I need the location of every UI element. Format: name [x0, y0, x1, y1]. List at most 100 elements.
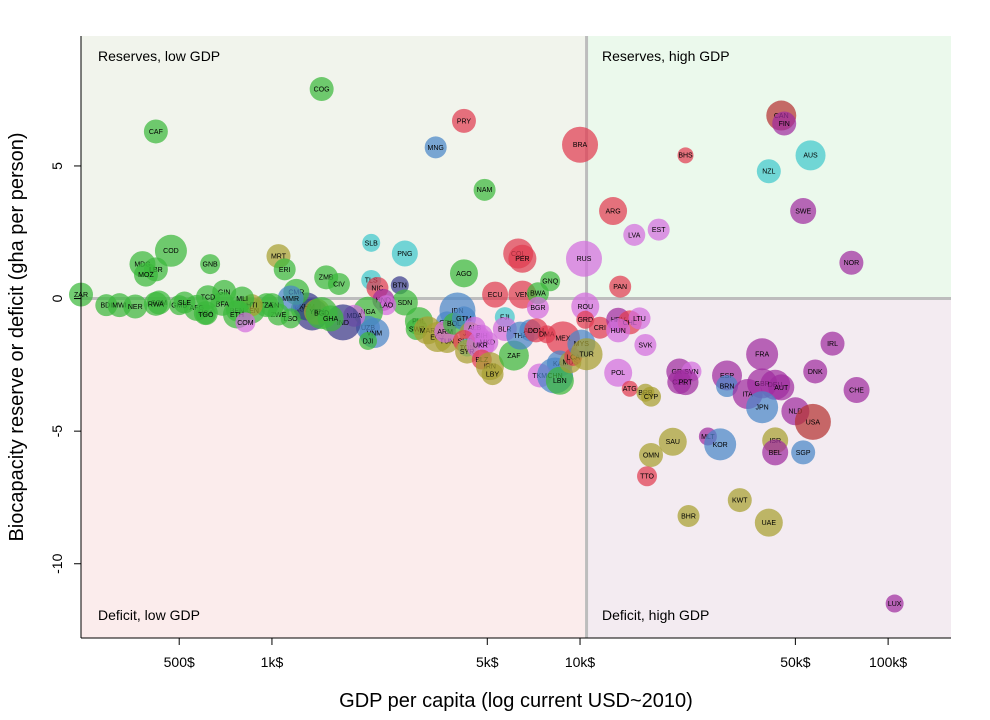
bubble	[391, 240, 418, 267]
country-point-bra: BRA	[562, 126, 599, 163]
bubble-label: SAU	[666, 439, 680, 446]
bubble-label: BHS	[678, 153, 693, 160]
bubble-label: DNK	[808, 369, 823, 376]
country-point-sau: SAU	[658, 427, 687, 456]
country-point-per: PER	[508, 244, 537, 273]
bubble-label: SWE	[795, 208, 811, 215]
country-point-tur: TUR	[570, 338, 603, 371]
bubble	[200, 254, 221, 275]
country-point-pry: PRY	[451, 108, 476, 133]
country-point-gha: GHA	[317, 305, 344, 332]
bubble-label: BRA	[573, 142, 588, 149]
bubble-label: PRY	[457, 118, 472, 125]
bubble	[637, 466, 658, 487]
country-point-irl: IRL	[820, 331, 845, 356]
bubble	[526, 296, 549, 319]
bubble-label: EST	[652, 227, 666, 234]
country-point-ltu: LTU	[628, 307, 651, 330]
country-point-cyp: CYP	[641, 386, 662, 407]
bubble	[794, 403, 831, 440]
bubble	[677, 147, 694, 164]
bubble-label: PNG	[397, 251, 412, 258]
bubble-label: THA	[513, 333, 527, 340]
bubble-label: ERI	[279, 267, 291, 274]
bubble-label: LBY	[486, 372, 500, 379]
quadrant-label-top-left: Reserves, low GDP	[98, 48, 220, 64]
bubble	[727, 488, 752, 513]
x-tick-label: 100k$	[869, 654, 907, 670]
bubble	[639, 443, 664, 468]
bubble-label: BGR	[530, 305, 545, 312]
country-point-jpn: JPN	[746, 391, 779, 424]
bubble	[885, 594, 904, 613]
bubble-label: SLB	[365, 240, 379, 247]
bubble	[154, 234, 187, 267]
bubble-label: GNQ	[542, 279, 559, 286]
bubble	[795, 140, 826, 171]
bubble-label: CAF	[149, 129, 163, 136]
bubble-label: POL	[611, 370, 625, 377]
bubble	[606, 318, 631, 343]
bubble-label: BFA	[216, 301, 230, 308]
bubble-label: MWI	[112, 303, 126, 310]
bubble	[545, 366, 574, 395]
bubble-label: SLE	[178, 300, 192, 307]
bubble-label: NLD	[788, 409, 802, 416]
quadrant-label-top-right: Reserves, high GDP	[602, 48, 730, 64]
bubble-label: ITA	[742, 391, 753, 398]
bubble	[716, 375, 739, 398]
bubble-label: COM	[237, 320, 254, 327]
bubble	[123, 294, 148, 319]
country-point-sdn: SDN	[391, 289, 418, 316]
bubble-layer: COGCAFPRYMNGBRANAMCODMDGLBRMOZGNBMRTERIZ…	[69, 77, 904, 613]
bubble	[756, 159, 781, 184]
bubble-label: NAM	[477, 187, 493, 194]
bubble	[571, 292, 600, 321]
bubble-label: BLR	[498, 326, 512, 333]
x-axis-title: GDP per capita (log current USD~2010)	[339, 690, 693, 712]
bubble	[565, 240, 602, 277]
bubble-label: LTU	[633, 316, 646, 323]
bubble-label: MEX	[555, 336, 571, 343]
bubble	[634, 333, 657, 356]
bubble	[641, 386, 662, 407]
country-point-kor: KOR	[704, 428, 737, 461]
bubble-label: TTO	[640, 474, 654, 481]
bubble	[391, 289, 418, 316]
country-point-est: EST	[647, 218, 670, 241]
bubble-label: SYR	[460, 349, 474, 356]
country-point-bhs: BHS	[677, 147, 694, 164]
bubble-label: ECU	[488, 292, 503, 299]
bubble	[449, 259, 478, 288]
bubble-label: COG	[314, 86, 330, 93]
bubble	[677, 505, 700, 528]
bubble	[791, 440, 816, 465]
bubble	[358, 331, 377, 350]
bubble	[562, 126, 599, 163]
bubble	[658, 427, 687, 456]
bubble-label: CHE	[849, 387, 864, 394]
quadrant-label-bottom-left: Deficit, low GDP	[98, 607, 200, 623]
bubble-label: HUN	[611, 328, 626, 335]
bubble	[133, 262, 158, 287]
bubble-label: CIV	[333, 281, 345, 288]
country-point-bel: BEL	[762, 439, 789, 466]
bubble	[309, 77, 334, 102]
bubble-label: ROU	[577, 304, 593, 311]
bubble-label: UKR	[473, 342, 488, 349]
bubble-label: AUS	[803, 153, 818, 160]
country-point-rwa: RWA	[143, 291, 168, 316]
bubble	[790, 198, 817, 225]
country-point-pol: POL	[604, 358, 633, 387]
bubble-label: BRN	[720, 383, 735, 390]
bubble	[754, 508, 783, 537]
bubble-label: GTM	[456, 316, 472, 323]
country-point-aus: AUS	[795, 140, 826, 171]
bubble	[195, 304, 216, 325]
bubble-label: MLI	[236, 296, 248, 303]
bubble-label: NGA	[360, 309, 376, 316]
bubble	[621, 380, 638, 397]
bubble	[820, 331, 845, 356]
bubble	[599, 197, 628, 226]
country-point-dnk: DNK	[803, 359, 828, 384]
